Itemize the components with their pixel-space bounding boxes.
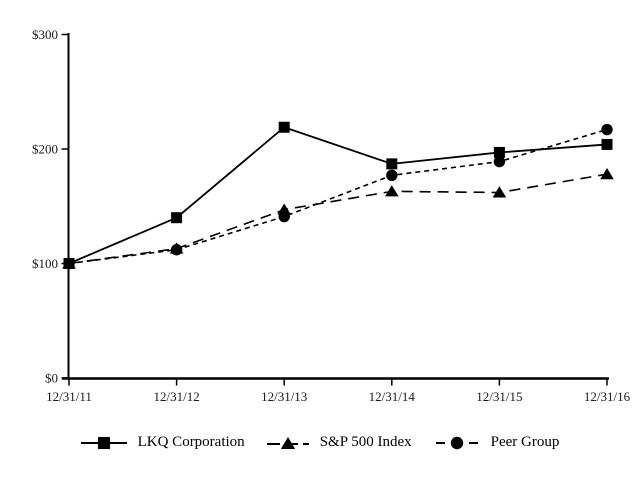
x-tick-label: 12/31/16 xyxy=(584,389,631,404)
square-data-point-marker xyxy=(63,258,75,269)
circle-data-point-marker xyxy=(601,123,613,136)
x-tick-label: 12/31/14 xyxy=(369,389,416,404)
triangle-data-point-marker xyxy=(385,185,399,197)
y-tick-label: $300 xyxy=(32,27,58,42)
x-tick-label: 12/31/13 xyxy=(261,389,307,404)
legend-item-peer-group: Peer Group xyxy=(434,434,560,451)
triangle-data-point-marker xyxy=(277,203,291,215)
solid-line-square-marker-icon xyxy=(80,436,127,449)
triangle-data-point-marker xyxy=(600,167,614,180)
y-tick-label: $0 xyxy=(45,371,58,386)
circle-data-point-marker xyxy=(493,155,506,168)
legend-item-sp-500-index: S&P 500 Index xyxy=(266,434,412,451)
series-s-p-500-index xyxy=(62,167,614,269)
legend-label: S&P 500 Index xyxy=(319,434,412,450)
chart-legend: LKQ Corporation S&P 500 Index Peer Group xyxy=(0,434,640,451)
series-lkq-corporation xyxy=(63,121,613,269)
chart-svg: $0 $100 $200 $300 12/31/11 12/31/12 12/31/13 12… xyxy=(32,27,631,404)
triangle-data-point-marker xyxy=(169,242,184,254)
square-data-point-marker xyxy=(493,146,505,158)
dash-line-circle-marker-icon xyxy=(435,436,478,449)
series-line xyxy=(68,128,608,265)
series-line xyxy=(68,173,608,265)
circle-data-point-marker xyxy=(386,169,398,182)
triangle-data-point-marker xyxy=(492,186,507,198)
square-data-point-marker xyxy=(171,212,183,224)
square-data-point-marker xyxy=(278,121,290,133)
series-line xyxy=(68,126,608,265)
y-tick-label: $100 xyxy=(32,256,58,271)
square-data-point-marker xyxy=(601,138,613,150)
legend-label: LKQ Corporation xyxy=(137,434,245,450)
x-tick-label: 12/31/11 xyxy=(46,389,92,404)
legend-item-lkq-corporation: LKQ Corporation xyxy=(80,434,245,451)
dash-line-triangle-marker-icon xyxy=(266,436,309,449)
axes: $0 $100 $200 $300 12/31/11 12/31/12 12/31/13 12… xyxy=(32,27,631,404)
y-tick-label: $200 xyxy=(32,142,58,157)
x-tick-label: 12/31/15 xyxy=(476,389,522,404)
square-data-point-marker xyxy=(386,158,398,170)
legend-label: Peer Group xyxy=(490,434,560,450)
x-tick-label: 12/31/12 xyxy=(153,389,199,404)
